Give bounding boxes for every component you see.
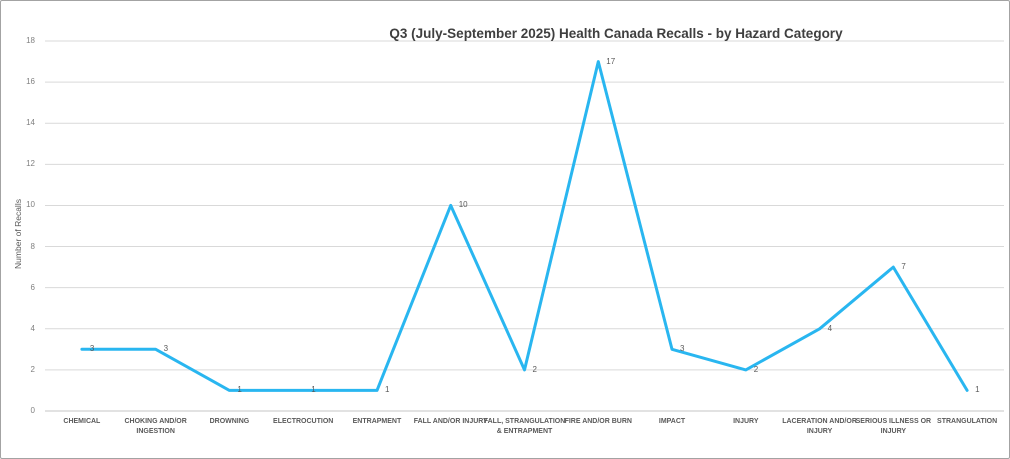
x-category-label: STRANGULATION [937,418,998,425]
x-category-label: DROWNING [209,418,250,425]
data-label: 1 [975,385,980,395]
y-tick-label: 4 [30,323,35,333]
x-category-label: CHOKING AND/OR INGESTION [124,418,187,435]
data-label: 3 [89,344,95,354]
recalls-line-series [80,60,969,392]
x-category-label: FALL AND/OR INJURY [413,418,488,425]
y-tick-label: 2 [30,364,35,374]
data-label: 1 [237,385,242,395]
data-label: 2 [753,364,759,374]
x-category-label: ELECTROCUTION [273,418,334,425]
y-tick-label: 12 [26,159,35,169]
chart-title: Q3 (July-September 2025) Health Canada R… [389,26,843,41]
y-tick-label: 10 [26,200,35,210]
y-tick-label: 18 [26,36,35,45]
x-category-label: INJURY [733,418,759,425]
y-tick-label: 0 [30,406,35,415]
data-label: 7 [901,262,906,272]
y-axis-title: Number of Recalls [13,199,23,269]
y-tick-label: 14 [26,118,35,128]
data-label: 4 [827,323,833,333]
data-label: 3 [163,344,169,354]
x-category-label: IMPACT [658,418,686,425]
data-label: 2 [532,364,537,374]
x-category-label: SERIOUS ILLNESS OR INJURY [855,418,932,435]
data-label: 1 [384,385,390,395]
x-category-label: CHEMICAL [63,418,101,425]
y-tick-label: 8 [30,241,35,251]
data-label: 1 [311,385,316,395]
data-label: 10 [458,200,468,210]
x-category-label: FIRE AND/OR BURN [564,418,632,425]
x-category-label: ENTRAPMENT [352,418,402,425]
y-tick-label: 16 [26,77,35,87]
data-label: 3 [680,344,685,354]
y-tick-label: 6 [30,282,35,292]
x-category-label: FALL, STRANGULATION & ENTRAPMENT [483,418,566,435]
data-label: 17 [606,56,616,66]
x-category-label: LACERATION AND/OR INJURY [782,418,857,435]
